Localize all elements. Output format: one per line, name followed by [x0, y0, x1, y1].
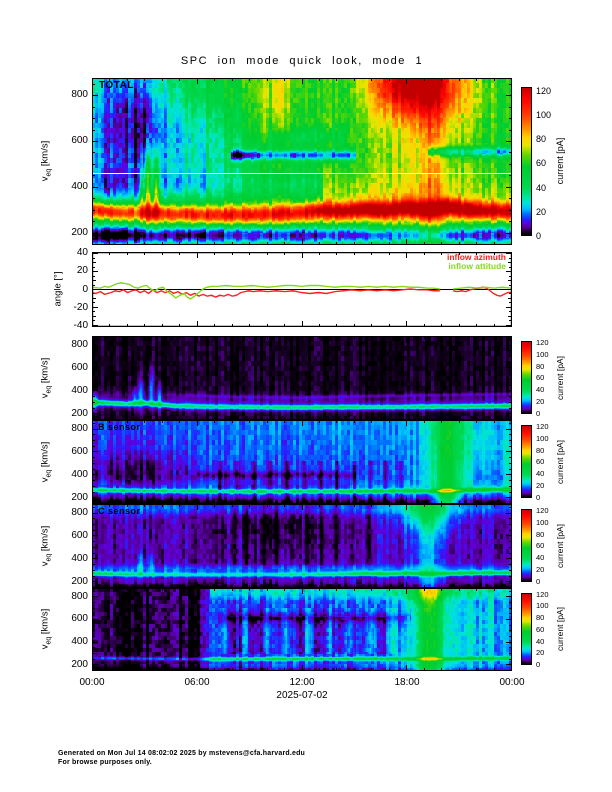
y-tick-label: 600 [71, 446, 88, 457]
y-tick-label: 600 [71, 135, 88, 146]
y-tick-label: 400 [71, 469, 88, 480]
colorbar-tick-label: 60 [536, 625, 545, 634]
y-tick-label: 20 [76, 265, 88, 276]
legend-inflow-azimuth: inflow azimuth [446, 251, 506, 262]
plot-footer: Generated on Mon Jul 14 08:02:02 2025 by… [58, 750, 305, 767]
colorbar-tick-label: 80 [536, 613, 545, 622]
y-tick-label: -40 [73, 320, 88, 331]
footer-line1: Generated on Mon Jul 14 08:02:02 2025 by… [58, 750, 306, 757]
colorbar-tick-label: 60 [536, 373, 545, 382]
y-tick-label: 200 [71, 659, 88, 670]
inflow-angle-chart [92, 252, 512, 327]
y-tick-label: 400 [71, 385, 88, 396]
colorbar-tick-label: 120 [536, 338, 549, 347]
colorbar-sensor-c [521, 509, 532, 582]
colorbar-tick-label: 120 [536, 86, 552, 96]
sensor-a-spectrogram [92, 336, 512, 420]
page-title: SPC ion mode quick look, mode 1 [180, 55, 424, 67]
y-tick-label: 400 [71, 553, 88, 564]
y-tick-label: 400 [71, 636, 88, 647]
colorbar-tick-label: 20 [536, 648, 545, 657]
colorbar-label: current [pA] [555, 524, 565, 568]
total-spectrogram [92, 78, 512, 245]
colorbar-tick-label: 80 [536, 446, 545, 455]
y-tick-label: 600 [71, 530, 88, 541]
colorbar-tick-label: 80 [536, 530, 545, 539]
colorbar-total [521, 87, 532, 236]
colorbar-tick-label: 0 [536, 231, 542, 241]
y-tick-label: 600 [71, 613, 88, 624]
colorbar-tick-label: 0 [536, 577, 541, 586]
panel-label-b-sensor: B sensor [98, 422, 141, 432]
sensor-c-spectrogram [92, 504, 512, 588]
colorbar-tick-label: 0 [536, 660, 541, 669]
colorbar-label: current [pA] [555, 440, 565, 484]
x-tick-label: 00:00 [499, 677, 525, 688]
y-tick-label: 600 [71, 362, 88, 373]
panel-label-c-sensor: C sensor [98, 506, 141, 516]
colorbar-tick-label: 20 [536, 397, 545, 406]
y-tick-label: 200 [71, 492, 88, 503]
colorbar-tick-label: 20 [536, 207, 547, 217]
sensor-b-spectrogram [92, 420, 512, 504]
colorbar-label: current [pA] [555, 607, 565, 651]
y-tick-label: 200 [71, 576, 88, 587]
colorbar-tick-label: 0 [536, 493, 541, 502]
date-label: 2025-07-02 [276, 690, 328, 701]
colorbar-tick-label: 80 [536, 362, 545, 371]
colorbar-tick-label: 80 [536, 134, 547, 144]
colorbar-tick-label: 60 [536, 541, 545, 550]
y-tick-label: 0 [82, 284, 88, 295]
colorbar-tick-label: 100 [536, 350, 549, 359]
x-tick-label: 12:00 [289, 677, 315, 688]
colorbar-tick-label: 40 [536, 553, 545, 562]
colorbar-sensor-d [521, 593, 532, 665]
y-tick-label: 200 [71, 408, 88, 419]
colorbar-tick-label: 40 [536, 183, 547, 193]
legend-inflow-attitude: inflow attitude [448, 260, 506, 271]
colorbar-tick-label: 20 [536, 565, 545, 574]
colorbar-tick-label: 20 [536, 481, 545, 490]
y-tick-label: 400 [71, 181, 88, 192]
colorbar-sensor-b [521, 425, 532, 498]
colorbar-tick-label: 100 [536, 518, 549, 527]
colorbar-tick-label: 100 [536, 434, 549, 443]
colorbar-tick-label: 40 [536, 469, 545, 478]
colorbar-tick-label: 60 [536, 457, 545, 466]
colorbar-tick-label: 120 [536, 422, 549, 431]
y-tick-label: 800 [71, 423, 88, 434]
y-tick-label: 800 [71, 339, 88, 350]
panel-label-total: TOTAL [99, 80, 134, 91]
y-tick-label: 40 [76, 247, 88, 258]
x-tick-label: 00:00 [79, 677, 105, 688]
y-tick-label: 800 [71, 507, 88, 518]
colorbar-tick-label: 40 [536, 637, 545, 646]
colorbar-tick-label: 0 [536, 409, 541, 418]
colorbar-tick-label: 40 [536, 385, 545, 394]
colorbar-sensor-a [521, 341, 532, 414]
colorbar-tick-label: 120 [536, 590, 549, 599]
footer-line2: For browse purposes only. [58, 758, 152, 766]
x-tick-label: 06:00 [184, 677, 210, 688]
y-tick-label: 200 [71, 227, 88, 238]
sensor-d-spectrogram [92, 588, 512, 671]
colorbar-tick-label: 100 [536, 110, 552, 120]
colorbar-label: current [pA] [555, 356, 565, 400]
y-tick-label: 800 [71, 591, 88, 602]
y-tick-label: 800 [71, 89, 88, 100]
colorbar-tick-label: 120 [536, 506, 549, 515]
colorbar-label: current [pA] [555, 137, 565, 185]
x-tick-label: 18:00 [394, 677, 420, 688]
colorbar-tick-label: 100 [536, 601, 549, 610]
y-tick-label: -20 [73, 302, 88, 313]
colorbar-tick-label: 60 [536, 158, 547, 168]
